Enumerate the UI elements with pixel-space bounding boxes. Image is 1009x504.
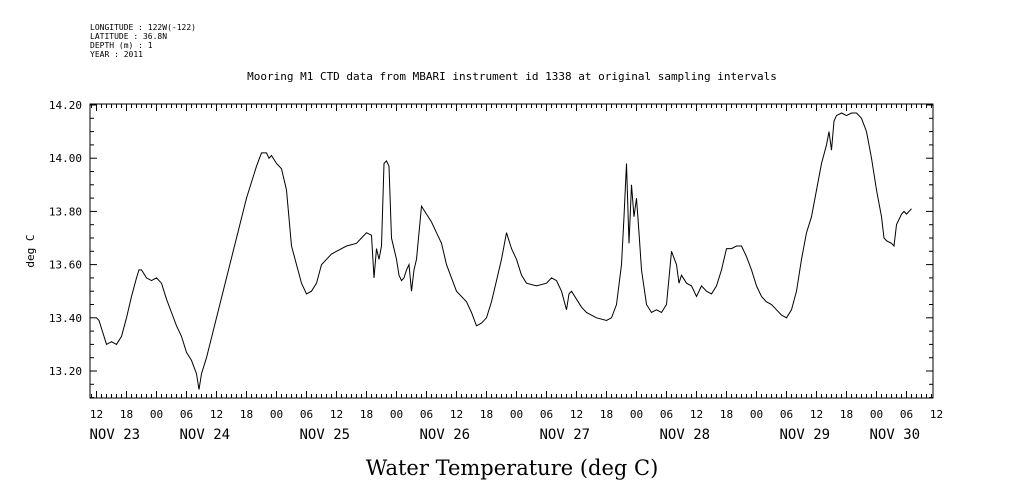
x-hour-tick-label: 12 — [690, 408, 703, 421]
x-hour-tick-label: 18 — [120, 408, 133, 421]
x-hour-tick-label: 18 — [480, 408, 493, 421]
x-hour-tick-label: 18 — [240, 408, 253, 421]
y-tick-label: 14.00 — [49, 152, 82, 165]
x-hour-tick-label: 12 — [450, 408, 463, 421]
axis-ticks — [90, 104, 933, 399]
year-label: YEAR : 2011 — [90, 50, 143, 59]
y-tick-label: 13.40 — [49, 312, 82, 325]
x-hour-tick-label: 00 — [390, 408, 403, 421]
x-hour-tick-label: 06 — [180, 408, 193, 421]
y-tick-labels: 13.20 13.40 13.60 13.80 14.00 14.20 — [49, 99, 82, 378]
x-day-labels: NOV 23 NOV 24 NOV 25 NOV 26 NOV 27 NOV 28 NOV … — [90, 427, 921, 443]
chart-title: Mooring M1 CTD data from MBARI instrumen… — [247, 70, 777, 83]
y-tick-label: 13.20 — [49, 365, 82, 378]
y-tick-label: 14.20 — [49, 99, 82, 112]
y-tick-label: 13.60 — [49, 259, 82, 272]
plot-frame — [89, 103, 934, 399]
x-axis-title: Water Temperature (deg C) — [366, 456, 659, 480]
x-day-label: NOV 30 — [870, 427, 921, 443]
x-hour-tick-label: 00 — [870, 408, 883, 421]
latitude-label: LATITUDE : 36.8N — [90, 32, 167, 41]
x-hour-tick-label: 12 — [810, 408, 823, 421]
x-hour-tick-labels: 12 18 00 06 12 18 00 06 12 18 00 06 12 18 00 06 12 18 00 06… — [90, 408, 943, 421]
x-hour-tick-label: 06 — [540, 408, 553, 421]
y-axis-label: deg C — [24, 234, 37, 267]
depth-label: DEPTH (m) : 1 — [90, 41, 153, 50]
x-day-label: NOV 27 — [540, 427, 591, 443]
x-hour-tick-label: 12 — [210, 408, 223, 421]
x-hour-tick-label: 18 — [600, 408, 613, 421]
x-hour-tick-label: 18 — [720, 408, 733, 421]
x-hour-tick-label: 06 — [780, 408, 793, 421]
y-tick-label: 13.80 — [49, 205, 82, 218]
x-day-label: NOV 25 — [300, 427, 351, 443]
x-day-label: NOV 26 — [420, 427, 471, 443]
x-day-label: NOV 28 — [660, 427, 711, 443]
x-hour-tick-label: 06 — [900, 408, 913, 421]
x-day-label: NOV 24 — [180, 427, 231, 443]
x-hour-tick-label: 12 — [930, 408, 943, 421]
x-day-label: NOV 29 — [780, 427, 831, 443]
x-hour-tick-label: 18 — [840, 408, 853, 421]
x-hour-tick-label: 12 — [330, 408, 343, 421]
x-hour-tick-label: 06 — [660, 408, 673, 421]
x-hour-tick-label: 18 — [360, 408, 373, 421]
x-hour-tick-label: 00 — [270, 408, 283, 421]
x-hour-tick-label: 00 — [630, 408, 643, 421]
x-hour-tick-label: 00 — [150, 408, 163, 421]
x-hour-tick-label: 06 — [300, 408, 313, 421]
x-hour-tick-label: 12 — [570, 408, 583, 421]
x-hour-tick-label: 00 — [510, 408, 523, 421]
x-hour-tick-label: 12 — [90, 408, 103, 421]
temperature-series-line — [96, 112, 912, 390]
x-hour-tick-label: 06 — [420, 408, 433, 421]
x-day-label: NOV 23 — [90, 427, 141, 443]
x-hour-tick-label: 00 — [750, 408, 763, 421]
longitude-label: LONGITUDE : 122W(-122) — [90, 23, 196, 32]
